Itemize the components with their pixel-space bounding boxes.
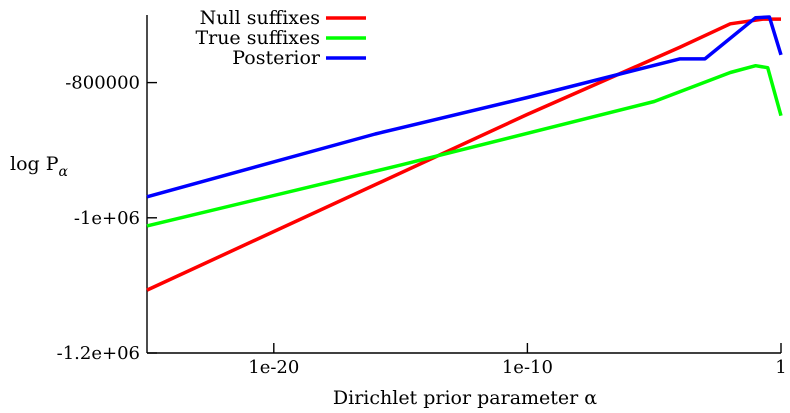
y-tick-label: -1e+06	[74, 208, 140, 229]
x-axis-label: Dirichlet prior parameter α	[333, 387, 597, 409]
y-tick-label: -800000	[65, 73, 140, 94]
y-axis-label: log Pα	[10, 153, 69, 180]
ticks: 1e-20 1e-10 1 -800000 -1e+06 -1.2e+06	[57, 73, 787, 378]
series-lines	[146, 15, 783, 292]
series-line-2	[146, 63, 783, 228]
series-line-1	[146, 17, 781, 292]
legend-label-1: Null suffixes	[200, 7, 320, 29]
svg-text:log Pα: log Pα	[10, 153, 69, 180]
x-tick-label: 1e-20	[248, 357, 299, 378]
axes	[146, 15, 781, 354]
x-tick-label: 1	[775, 357, 786, 378]
x-tick-label: 1e-10	[502, 357, 553, 378]
y-tick-label: -1.2e+06	[57, 343, 140, 364]
series-line-3	[146, 15, 783, 199]
y-axis-label-sub: α	[59, 164, 69, 180]
y-axis-label-main: log P	[10, 153, 59, 175]
legend-label-3: Posterior	[232, 47, 321, 69]
legend-label-2: True suffixes	[195, 27, 320, 49]
